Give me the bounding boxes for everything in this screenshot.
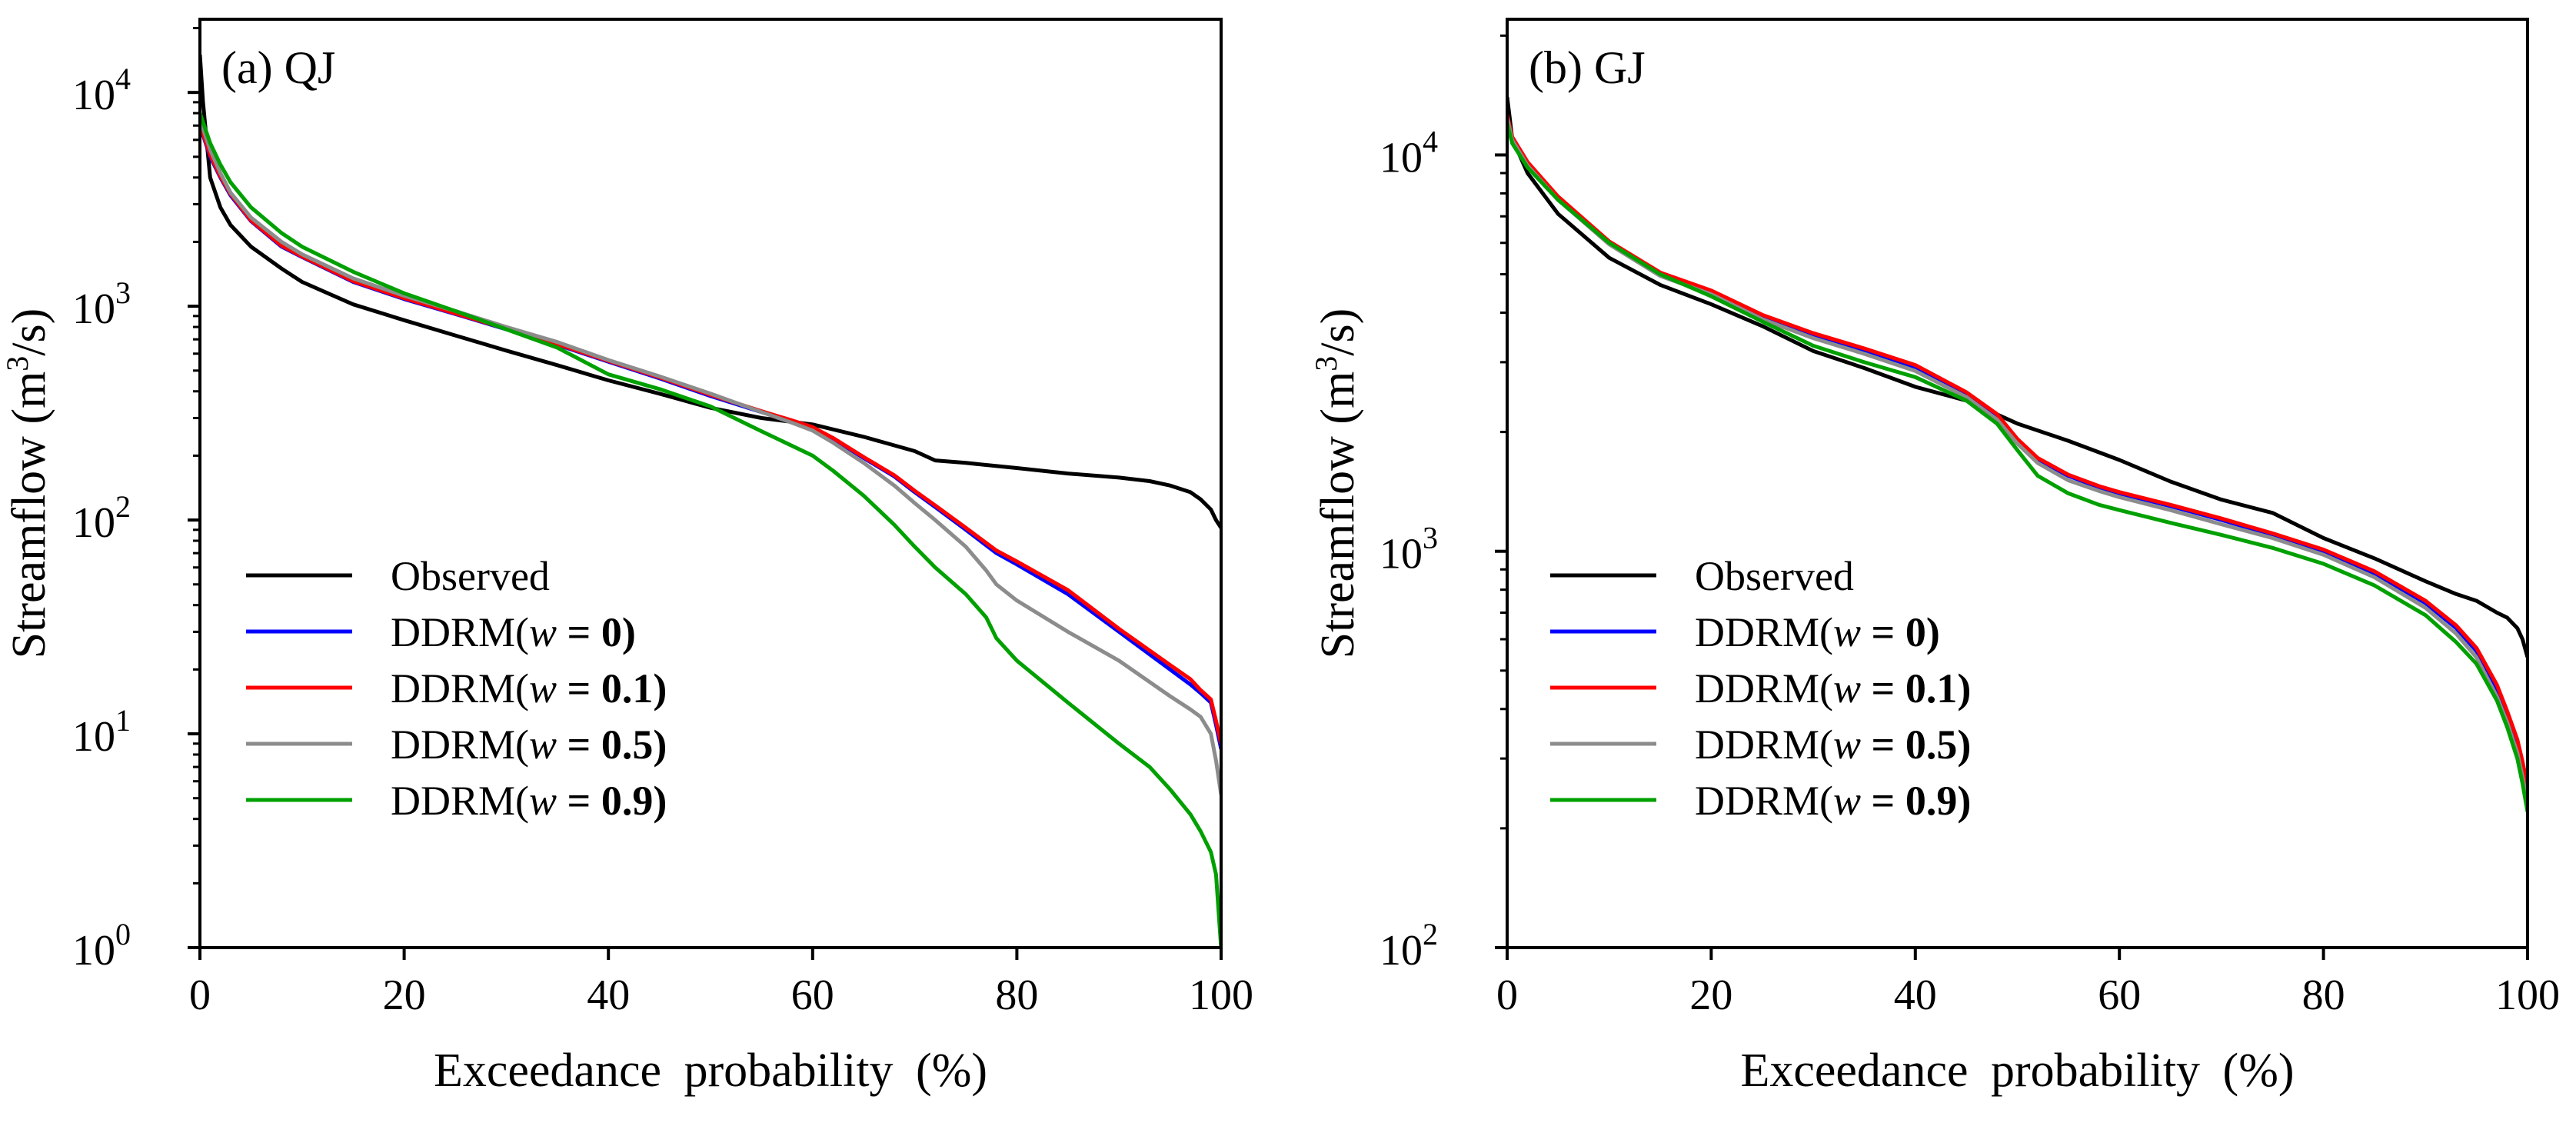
legend: Observed DDRM(w = 0) DDRM(w = 0.1) DDRM(w =…: [246, 553, 667, 824]
x-tick-label: 20: [1689, 971, 1732, 1019]
legend-entry: DDRM(w = 0.1): [391, 665, 667, 711]
x-tick-label: 80: [2302, 971, 2345, 1019]
legend-entry: DDRM(w = 0.5): [1695, 721, 1971, 768]
y-tick-label: 102: [72, 489, 131, 547]
legend-entry: Observed: [391, 553, 550, 599]
x-tick-label: 40: [1894, 971, 1937, 1019]
x-tick-label: 60: [2098, 971, 2141, 1019]
series-line-ddrm-0-1: [200, 123, 1221, 745]
x-tick-label: 100: [2495, 971, 2560, 1019]
y-tick-label: 101: [72, 703, 131, 761]
legend-entry: DDRM(w = 0.9): [391, 778, 667, 824]
series-line-ddrm-0-5: [1507, 117, 2528, 805]
series-line-ddrm-0-9: [200, 112, 1221, 948]
y-tick-label: 103: [1380, 521, 1438, 578]
y-tick-label: 100: [72, 917, 131, 975]
series-line-ddrm-0: [1507, 115, 2528, 791]
legend: Observed DDRM(w = 0) DDRM(w = 0.1) DDRM(w =…: [1550, 553, 1971, 824]
series-line-ddrm-0-5: [200, 118, 1221, 795]
x-tick-label: 80: [995, 971, 1038, 1019]
legend-entry: DDRM(w = 0): [1695, 609, 1940, 655]
x-tick-label: 100: [1189, 971, 1253, 1019]
x-tick-label: 60: [791, 971, 834, 1019]
y-tick-label: 102: [1380, 917, 1438, 975]
axes-frame: [1506, 18, 2529, 949]
x-tick-label: 40: [587, 971, 630, 1019]
legend-entry: DDRM(w = 0.9): [1695, 778, 1971, 824]
panel-b: 0 20 40 60 80 100 102 103 104 Exceedance probabil…: [1309, 18, 2560, 1097]
axes-frame: [198, 18, 1223, 949]
series-line-ddrm-0-9: [1507, 122, 2528, 813]
y-tick-label: 104: [1380, 124, 1438, 182]
x-tick-label: 20: [383, 971, 426, 1019]
series-line-observed: [1507, 96, 2528, 658]
legend-entry: DDRM(w = 0.1): [1695, 665, 1971, 711]
legend-entry: DDRM(w = 0.5): [391, 721, 667, 768]
series-lines: [200, 55, 1221, 948]
x-axis-label: Exceedance probability (%): [1741, 1045, 2295, 1097]
y-axis-label: Streamflow (m3/s): [1309, 308, 1364, 659]
panel-label: (b) GJ: [1529, 42, 1646, 93]
panel-a: 0 20 40 60 80 100 100 101 102 103 104 Exceedance pr…: [0, 18, 1253, 1097]
legend-entry: DDRM(w = 0): [391, 609, 636, 655]
x-tick-label: 0: [189, 971, 211, 1019]
y-tick-label: 104: [72, 62, 131, 119]
series-lines: [1507, 96, 2528, 813]
panel-label: (a) QJ: [221, 42, 335, 93]
series-line-observed: [200, 55, 1221, 529]
legend-entry: Observed: [1695, 553, 1854, 599]
y-axis-label: Streamflow (m3/s): [0, 308, 55, 659]
y-tick-label: 103: [72, 275, 131, 333]
x-axis-label: Exceedance probability (%): [434, 1045, 987, 1097]
x-tick-label: 0: [1496, 971, 1518, 1019]
series-line-ddrm-0: [200, 125, 1221, 750]
